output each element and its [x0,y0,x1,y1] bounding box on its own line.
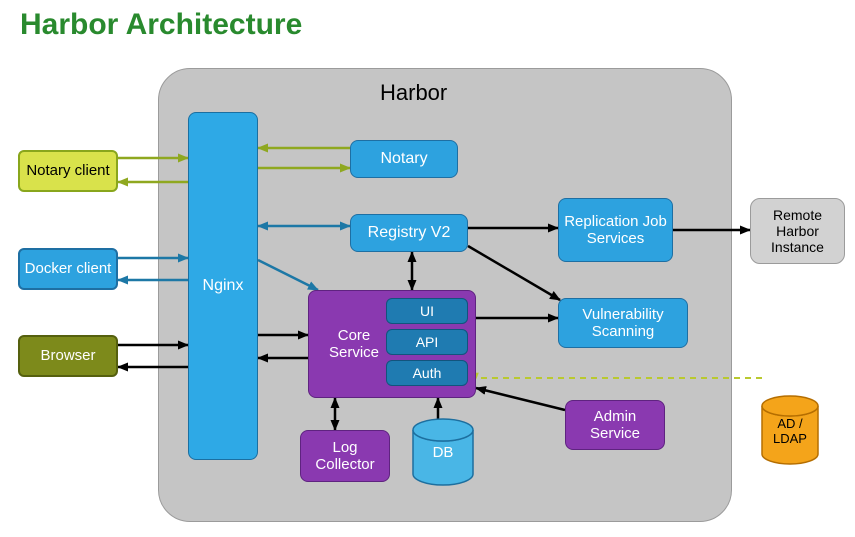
subnode-ui: UI [386,298,468,324]
node-remote: Remote Harbor Instance [750,198,845,264]
subnode-api: API [386,329,468,355]
cylinder-db: DB [413,419,473,485]
node-vuln: Vulnerability Scanning [558,298,688,348]
node-label-vuln: Vulnerability Scanning [563,306,683,341]
node-docker_client: Docker client [18,248,118,290]
node-label-notary: Notary [380,150,427,168]
node-registry: Registry V2 [350,214,468,252]
node-notary_client: Notary client [18,150,118,192]
node-label-admin: Admin Service [570,408,660,443]
node-notary: Notary [350,140,458,178]
node-label-remote: Remote Harbor Instance [755,207,840,255]
subnode-auth: Auth [386,360,468,386]
edge-ad_ldap-auth [468,373,762,378]
cylinder-ad_ldap: AD /LDAP [762,396,818,464]
node-label-registry: Registry V2 [368,224,451,242]
node-label-nginx: Nginx [203,277,244,295]
node-admin: Admin Service [565,400,665,450]
node-log: Log Collector [300,430,390,482]
edge-layer: DB AD /LDAP [0,0,855,537]
cylinder-label-db: DB [433,444,454,461]
node-browser: Browser [18,335,118,377]
node-label-core: Core Service [319,327,389,362]
edge-nginx-core_top [258,260,318,290]
node-label-browser: Browser [40,347,95,364]
node-label-replication: Replication Job Services [563,213,668,248]
node-label-log: Log Collector [305,439,385,474]
node-nginx: Nginx [188,112,258,460]
edge-registry-vuln [468,246,560,300]
node-replication: Replication Job Services [558,198,673,262]
edge-admin-core [476,388,565,410]
node-label-docker_client: Docker client [25,260,112,277]
cylinder-label-ad_ldap: AD /LDAP [773,416,807,446]
node-label-notary_client: Notary client [26,162,109,179]
